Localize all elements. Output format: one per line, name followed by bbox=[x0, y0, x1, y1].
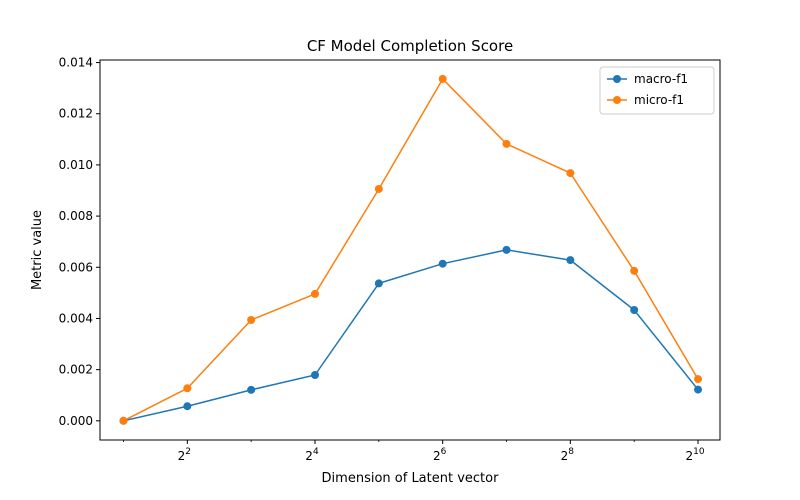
x-tick-label: 22 bbox=[178, 447, 191, 463]
plot-frame bbox=[99, 59, 721, 441]
x-tick-exponent: 4 bbox=[313, 447, 319, 457]
x-tick-label: 26 bbox=[433, 447, 447, 463]
x-tick-base: 2 bbox=[433, 449, 441, 463]
y-axis: 0.000 0.002 0.004 0.006 0.008 0.010 0.012 0.014 bbox=[59, 56, 100, 428]
y-tick-label: 0.012 bbox=[59, 107, 93, 121]
chart-title: CF Model Completion Score bbox=[307, 37, 513, 55]
data-point-macro-f1 bbox=[566, 256, 575, 265]
x-tick-label: 210 bbox=[685, 447, 704, 463]
y-tick-label: 0.010 bbox=[59, 158, 93, 172]
data-point-micro-f1 bbox=[694, 375, 703, 384]
data-point-micro-f1 bbox=[566, 169, 575, 178]
data-point-micro-f1 bbox=[119, 416, 128, 425]
y-tick-label: 0.008 bbox=[59, 209, 93, 223]
data-point-macro-f1 bbox=[630, 306, 639, 315]
series-line-macro-f1 bbox=[123, 249, 699, 422]
x-tick-exponent: 10 bbox=[693, 447, 705, 457]
data-point-macro-f1 bbox=[247, 385, 256, 394]
legend-marker bbox=[613, 75, 621, 83]
y-tick-label: 0.006 bbox=[59, 260, 93, 274]
legend-label: micro-f1 bbox=[634, 93, 684, 107]
x-tick-exponent: 2 bbox=[185, 447, 191, 457]
x-tick-base: 2 bbox=[685, 449, 693, 463]
x-tick-label: 24 bbox=[305, 447, 319, 463]
x-axis-label: Dimension of Latent vector bbox=[322, 471, 500, 486]
data-point-micro-f1 bbox=[438, 74, 447, 83]
data-point-macro-f1 bbox=[374, 279, 383, 288]
data-point-micro-f1 bbox=[374, 184, 383, 193]
x-tick-base: 2 bbox=[561, 449, 569, 463]
x-tick-label: 28 bbox=[561, 447, 575, 463]
x-tick-base: 2 bbox=[305, 449, 313, 463]
legend-frame bbox=[599, 66, 715, 115]
data-point-macro-f1 bbox=[183, 402, 192, 411]
legend-label: macro-f1 bbox=[634, 72, 688, 86]
y-tick-label: 0.000 bbox=[59, 414, 93, 428]
data-point-micro-f1 bbox=[310, 289, 319, 298]
data-point-micro-f1 bbox=[247, 315, 256, 324]
x-tick-base: 2 bbox=[178, 449, 186, 463]
y-tick-label: 0.004 bbox=[59, 311, 93, 325]
y-tick-label: 0.014 bbox=[59, 56, 93, 70]
legend-marker bbox=[613, 96, 621, 104]
x-tick-exponent: 6 bbox=[441, 447, 447, 457]
data-point-macro-f1 bbox=[438, 259, 447, 268]
x-tick-exponent: 8 bbox=[568, 447, 574, 457]
data-point-macro-f1 bbox=[502, 245, 511, 254]
data-point-micro-f1 bbox=[630, 266, 639, 275]
data-point-macro-f1 bbox=[310, 371, 319, 380]
y-axis-label: Metric value bbox=[30, 210, 45, 290]
data-point-macro-f1 bbox=[694, 385, 703, 394]
x-axis: 22 24 26 28 210 bbox=[123, 440, 705, 463]
data-point-micro-f1 bbox=[183, 384, 192, 393]
series-line-micro-f1 bbox=[123, 78, 699, 422]
legend: macro-f1 micro-f1 bbox=[599, 66, 715, 115]
plot-area bbox=[119, 74, 703, 425]
data-point-micro-f1 bbox=[502, 139, 511, 148]
y-tick-label: 0.002 bbox=[59, 363, 93, 377]
